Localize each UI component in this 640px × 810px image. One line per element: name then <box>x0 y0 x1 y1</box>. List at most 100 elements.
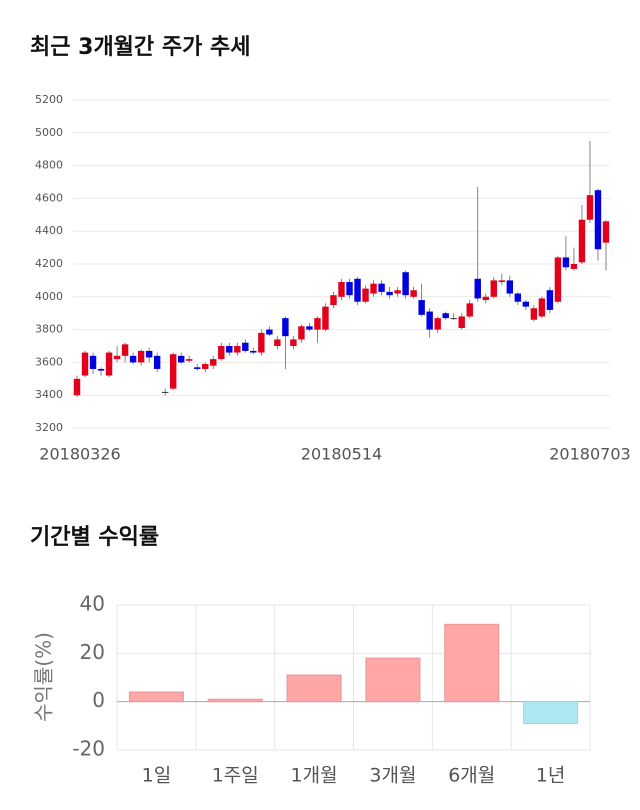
candle-body <box>594 190 602 250</box>
x-tick-label: 1일 <box>142 765 172 787</box>
x-tick-label: 20180703 <box>549 445 630 464</box>
candle-body <box>113 355 121 360</box>
candle-body <box>218 346 225 360</box>
candle-body <box>586 195 594 220</box>
x-tick-label: 6개월 <box>448 765 495 787</box>
candle-body <box>450 318 457 320</box>
y-tick-label: 20 <box>80 640 105 664</box>
candle-body <box>282 318 289 337</box>
candle-body <box>161 391 169 393</box>
x-tick-label: 1개월 <box>291 765 338 787</box>
candle-body <box>210 359 217 366</box>
candle-body <box>234 346 241 353</box>
candle-body <box>602 221 610 243</box>
bar <box>523 701 579 724</box>
bar <box>444 623 500 703</box>
candle-body <box>538 298 546 317</box>
candle-body <box>466 303 473 317</box>
candle-body <box>250 350 257 353</box>
candle-body <box>554 257 562 302</box>
y-tick-label: 4200 <box>35 257 63 270</box>
candle-body <box>73 378 81 396</box>
candle-body <box>105 352 113 376</box>
candle-body <box>314 318 321 330</box>
candle-body <box>186 359 193 361</box>
candle-body <box>514 293 522 302</box>
y-tick-label: 3600 <box>35 355 63 368</box>
candle-body <box>578 219 586 263</box>
y-tick-label: 0 <box>92 688 105 712</box>
y-tick-label: 3400 <box>35 388 63 401</box>
candle-body <box>129 355 137 363</box>
candle-body <box>362 288 369 302</box>
candle-body <box>81 352 89 376</box>
candle-body <box>474 278 481 299</box>
candle-body <box>226 346 233 353</box>
candle-body <box>169 354 177 389</box>
candle-body <box>386 291 393 296</box>
candle-body <box>418 300 425 315</box>
candle-body <box>330 295 337 305</box>
candle-body <box>546 290 554 310</box>
candle-body <box>562 257 570 268</box>
candle-body <box>354 278 361 302</box>
candle-body <box>338 282 345 297</box>
candle-body <box>274 339 281 346</box>
candle-body <box>89 355 97 369</box>
candle-body <box>346 282 353 296</box>
chart-title: 최근 3개월간 주가 추세 <box>30 35 250 60</box>
candle-body <box>482 296 489 301</box>
y-tick-label: 4000 <box>35 290 63 303</box>
candle-body <box>370 283 377 294</box>
bar <box>128 691 184 703</box>
y-axis-label: 수익률(%) <box>32 632 56 722</box>
candle-body <box>378 283 385 292</box>
candle-body <box>145 350 153 358</box>
candle-body <box>258 332 265 353</box>
candle-body <box>458 316 465 328</box>
candle-body <box>570 264 578 269</box>
candle-body <box>322 306 329 330</box>
y-tick-label: 5000 <box>35 126 63 139</box>
y-tick-label: 3200 <box>35 421 63 434</box>
x-tick-label: 20180514 <box>301 445 382 464</box>
x-tick-label: 20180326 <box>39 445 120 464</box>
candle-body <box>442 313 449 319</box>
candle-body <box>306 326 313 330</box>
bar <box>365 657 421 703</box>
candle-body <box>202 364 209 369</box>
candle-body <box>410 290 417 297</box>
candle-body <box>266 329 273 335</box>
candle-body <box>434 318 441 330</box>
x-tick-label: 3개월 <box>369 765 416 787</box>
candle-body <box>426 311 433 330</box>
y-tick-label: 4600 <box>35 191 63 204</box>
candle-body <box>194 367 201 369</box>
candle-body <box>242 342 249 351</box>
bar <box>207 698 263 703</box>
y-tick-label: 40 <box>80 592 105 616</box>
candles <box>73 141 610 397</box>
candle-body <box>137 350 145 363</box>
candle-body <box>522 301 530 307</box>
x-tick-label: 1주일 <box>212 765 259 787</box>
y-tick-label: 4400 <box>35 224 63 237</box>
candle-body <box>121 344 129 356</box>
y-tick-label: 4800 <box>35 159 63 172</box>
candle-body <box>177 355 185 363</box>
candle-body <box>394 290 401 294</box>
candle-body <box>498 280 506 283</box>
candle-body <box>153 355 161 369</box>
candle-body <box>530 308 538 320</box>
y-tick-label: -20 <box>72 737 105 761</box>
candle-body <box>490 280 497 297</box>
candle-body <box>506 280 514 294</box>
candle-body <box>290 339 297 346</box>
bar <box>286 674 342 703</box>
x-tick-label: 1년 <box>536 765 566 787</box>
y-tick-label: 3800 <box>35 323 63 336</box>
candle-body <box>402 272 409 296</box>
candle-body <box>298 326 305 340</box>
chart-title: 기간별 수익률 <box>30 525 159 550</box>
